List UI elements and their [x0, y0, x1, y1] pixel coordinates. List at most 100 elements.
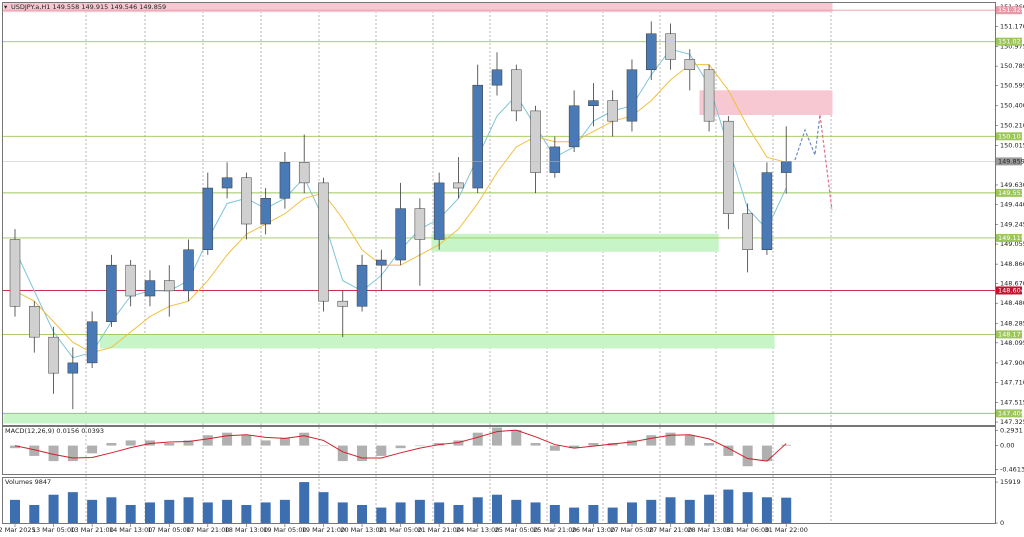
y-tick-label: 148.860	[1000, 260, 1024, 268]
x-tick-label: 26 Mar 13:00	[572, 526, 615, 534]
y-tick-label: 148.670	[1000, 280, 1024, 288]
macd-bar	[106, 443, 117, 446]
zone	[99, 334, 775, 349]
volume-panel: 15919 0	[10, 478, 1021, 527]
y-tick-label: 149.055	[1000, 240, 1024, 248]
zone	[3, 413, 775, 424]
projection-path	[819, 114, 833, 211]
candle-body	[414, 208, 426, 240]
panel-border	[2, 426, 996, 475]
candle-body	[67, 362, 79, 374]
volume-bar	[164, 499, 175, 523]
candle-body	[453, 182, 464, 189]
candle-body	[221, 177, 233, 189]
x-tick-label: 27 Mar 21:00	[649, 526, 692, 534]
projection-path	[794, 114, 821, 161]
y-tick-label: 148.095	[1000, 339, 1024, 347]
x-tick-label: 12 Mar 2025	[0, 526, 36, 534]
volume-bar	[684, 499, 695, 523]
x-tick-label: 25 Mar 05:00	[495, 526, 538, 534]
macd-bar	[684, 435, 695, 446]
volume-bar	[472, 497, 483, 523]
x-tick-label: 28 Mar 13:00	[687, 526, 730, 534]
macd-bar	[665, 432, 676, 446]
y-tick-label: 150.400	[1000, 102, 1024, 110]
macd-bar	[164, 443, 175, 446]
x-tick-label: 24 Mar 13:00	[456, 526, 499, 534]
volume-bar	[511, 499, 522, 523]
macd-bar	[48, 445, 59, 462]
candle-body	[703, 69, 715, 122]
candle-body	[684, 59, 696, 71]
volume-bar	[318, 492, 329, 523]
macd-bar	[781, 444, 792, 446]
x-tick-label: 13 Mar 05:00	[32, 526, 75, 534]
level-label-box	[996, 330, 1022, 339]
y-tick-label: 149.630	[1000, 181, 1024, 189]
volume-bar	[87, 499, 98, 523]
volume-bar	[665, 497, 676, 523]
candle-body	[723, 120, 734, 214]
macd-bar	[626, 440, 637, 446]
x-tick-label: 21 Mar 21:00	[417, 526, 460, 534]
macd-bar	[569, 445, 580, 449]
candle-body	[376, 259, 387, 266]
level-label-box	[996, 37, 1022, 46]
candle-body	[626, 69, 638, 122]
macd-bar	[67, 445, 78, 462]
x-tick-label: 20 Mar 13:00	[340, 526, 383, 534]
macd-bar	[299, 432, 310, 446]
macd-bar	[279, 437, 290, 446]
candle-body	[395, 208, 406, 261]
macd-bar	[511, 430, 522, 446]
y-tick-label: 149.245	[1000, 221, 1024, 229]
candle-body	[125, 264, 136, 297]
level-label: 148.177	[998, 330, 1024, 338]
macd-bar	[588, 443, 599, 446]
y-tick-label: 150.595	[1000, 82, 1024, 90]
symbol-marker: ▾	[4, 3, 8, 11]
volume-bar	[588, 505, 599, 523]
macd-panel: 0.2931 0.00 -0.4613	[10, 426, 1024, 473]
macd-bar	[453, 440, 464, 446]
candle-body	[645, 33, 657, 71]
candle-body	[318, 182, 329, 302]
macd-bar	[472, 432, 483, 446]
candle-body	[780, 161, 792, 173]
y-tick-label: 150.975	[1000, 43, 1024, 51]
volume-bar	[549, 505, 560, 523]
candle-body	[588, 100, 599, 106]
x-tick-label: 31 Mar 06:00	[726, 526, 769, 534]
y-tick-label: 0	[1000, 519, 1004, 527]
candle-body	[665, 33, 676, 60]
level-label: 149.553	[998, 189, 1024, 197]
x-tick-label: 17 Mar 05:00	[148, 526, 191, 534]
candle-body	[260, 198, 271, 225]
volume-bar	[704, 494, 715, 523]
macd-signal	[14, 429, 787, 462]
volume-bar	[434, 502, 445, 523]
volume-bar	[742, 492, 753, 523]
candle-body	[106, 264, 117, 322]
y-tick-label: 0.2931	[1000, 426, 1023, 434]
candle-body	[491, 69, 503, 86]
macd-bar	[222, 432, 233, 446]
level-label-box	[996, 188, 1022, 197]
price-panel: 151.360151.170150.975150.785150.595150.4…	[0, 3, 1024, 534]
y-tick-label: 150.210	[1000, 121, 1024, 129]
candle-body	[9, 239, 21, 307]
candle-body	[241, 177, 252, 225]
macd-bar	[241, 435, 252, 446]
candle-body	[607, 100, 618, 122]
candle-body	[356, 264, 368, 307]
volume-bar	[222, 499, 233, 523]
volume-bar	[125, 505, 136, 523]
y-tick-label: 150.785	[1000, 62, 1024, 70]
candle-body	[433, 182, 445, 240]
volume-bar	[530, 502, 541, 523]
candle-body	[202, 187, 214, 250]
volume-bar	[144, 502, 155, 523]
level-label: 151.023	[998, 38, 1024, 46]
volume-bar	[646, 499, 657, 523]
x-tick-label: 19 Mar 21:00	[302, 526, 345, 534]
